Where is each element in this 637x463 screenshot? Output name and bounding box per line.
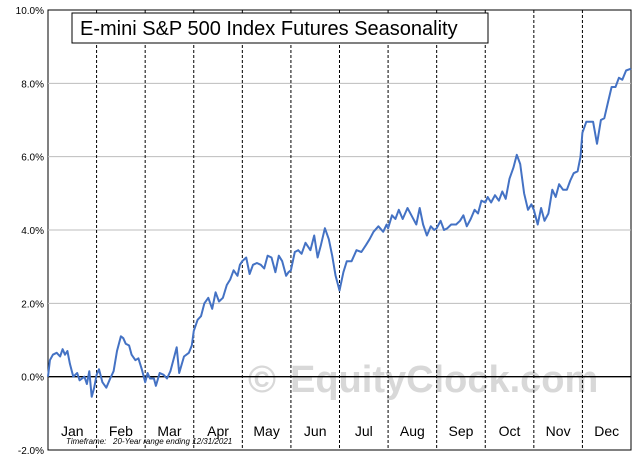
y-tick-label: -2.0% (18, 446, 44, 457)
x-tick-label-dec: Dec (594, 423, 619, 439)
x-tick-label-jul: Jul (355, 423, 373, 439)
chart-title: E-mini S&P 500 Index Futures Seasonality (80, 18, 458, 40)
x-tick-label-nov: Nov (546, 423, 571, 439)
x-tick-label-apr: Apr (207, 423, 229, 439)
series-line (47, 67, 632, 398)
chart-title-box: E-mini S&P 500 Index Futures Seasonality (71, 12, 489, 44)
y-tick-label: 10.0% (16, 6, 44, 17)
watermark-text: EquityClock.com (290, 359, 598, 401)
footnote-label: Timeframe: (66, 437, 106, 446)
footnote: Timeframe: 20-Year range ending 12/31/20… (66, 437, 232, 446)
y-tick-label: 6.0% (21, 153, 44, 164)
x-tick-label-may: May (253, 423, 279, 439)
x-tick-label-jun: Jun (304, 423, 327, 439)
watermark: © EquityClock.com (248, 359, 598, 401)
footnote-text: 20-Year range ending 12/31/2021 (112, 437, 232, 446)
watermark-symbol: © (248, 359, 276, 401)
series-line-layer (47, 67, 632, 398)
y-tick-label: 2.0% (21, 299, 44, 310)
x-tick-label-sep: Sep (448, 423, 473, 439)
x-tick-label-jan: Jan (61, 423, 84, 439)
grid-layer (48, 10, 631, 450)
y-axis-ticks: -2.0% 0.0% 2.0% 4.0% 6.0% 8.0% 10.0% (16, 6, 44, 457)
x-tick-label-feb: Feb (109, 423, 133, 439)
x-tick-label-oct: Oct (499, 423, 521, 439)
y-tick-label: 0.0% (21, 373, 44, 384)
x-tick-label-mar: Mar (157, 423, 181, 439)
y-tick-label: 8.0% (21, 79, 44, 90)
x-axis-month-labels: Jan Feb Mar Apr May Jun Jul Aug Sep Oct Nov Dec (61, 423, 619, 439)
x-tick-label-aug: Aug (400, 423, 425, 439)
y-tick-label: 4.0% (21, 226, 44, 237)
